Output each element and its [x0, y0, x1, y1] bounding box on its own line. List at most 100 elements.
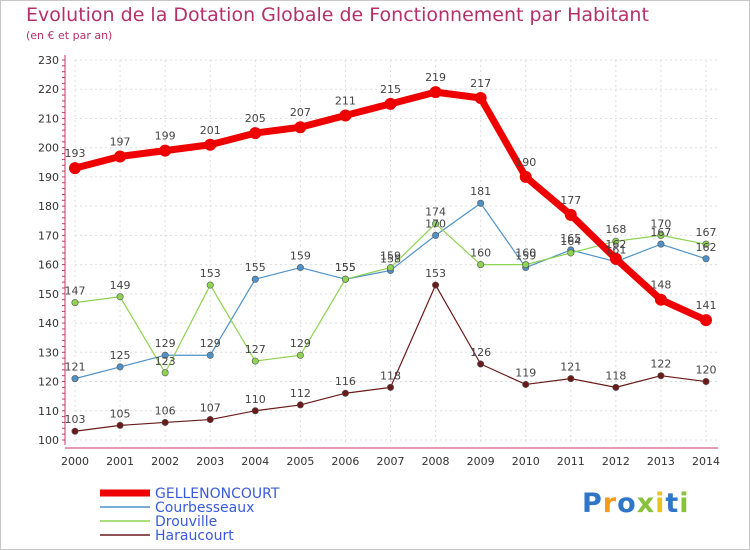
- data-label: 122: [650, 358, 671, 371]
- data-point: [161, 418, 169, 426]
- data-label: 170: [650, 217, 671, 230]
- data-point: [654, 293, 667, 306]
- y-tick-label: 180: [38, 200, 59, 213]
- data-label: 141: [696, 299, 717, 312]
- data-point: [522, 380, 530, 388]
- logo-letter: x: [636, 488, 656, 519]
- x-tick-label: 2005: [286, 455, 314, 468]
- data-point: [567, 249, 575, 257]
- data-label: 112: [290, 387, 311, 400]
- data-label: 106: [155, 404, 176, 417]
- data-label: 167: [650, 226, 671, 239]
- x-tick-label: 2001: [106, 455, 134, 468]
- y-tick-label: 130: [38, 346, 59, 359]
- data-point: [294, 121, 307, 134]
- data-label: 160: [515, 247, 536, 260]
- data-point: [702, 378, 710, 386]
- data-label: 123: [155, 355, 176, 368]
- x-tick-label: 2007: [377, 455, 405, 468]
- data-point: [296, 264, 304, 272]
- data-point: [477, 261, 485, 269]
- logo-letter: t: [665, 488, 680, 519]
- logo-letter: i: [679, 488, 690, 519]
- data-point: [296, 401, 304, 409]
- data-point: [116, 421, 124, 429]
- data-label: 161: [605, 244, 626, 257]
- x-tick-label: 2010: [512, 455, 540, 468]
- data-point: [341, 275, 349, 283]
- data-label: 199: [155, 130, 176, 143]
- data-point: [339, 109, 352, 122]
- data-label: 162: [696, 241, 717, 254]
- y-tick-label: 100: [38, 434, 59, 447]
- data-label: 120: [696, 364, 717, 377]
- data-label: 155: [335, 261, 356, 274]
- chart-title: Evolution de la Dotation Globale de Fonc…: [26, 4, 649, 26]
- data-label: 155: [335, 261, 356, 274]
- y-tick-label: 160: [38, 259, 59, 272]
- y-tick-label: 230: [38, 54, 59, 67]
- data-point: [116, 293, 124, 301]
- proxiti-logo: Proxiti: [582, 488, 690, 519]
- data-label: 219: [425, 71, 446, 84]
- logo-letter: r: [602, 488, 618, 519]
- x-tick-label: 2011: [557, 455, 585, 468]
- data-point: [71, 299, 79, 307]
- data-label: 129: [200, 337, 221, 350]
- data-label: 193: [65, 147, 86, 160]
- data-label: 129: [155, 337, 176, 350]
- data-point: [159, 144, 172, 157]
- y-tick-label: 190: [38, 171, 59, 184]
- data-label: 119: [515, 366, 536, 379]
- data-label: 159: [380, 250, 401, 263]
- data-point: [161, 351, 169, 359]
- y-tick-label: 170: [38, 229, 59, 242]
- series-group: [69, 86, 712, 435]
- data-point: [296, 351, 304, 359]
- data-label: 127: [245, 343, 266, 356]
- data-point: [71, 375, 79, 383]
- data-label: 174: [425, 206, 446, 219]
- data-label: 147: [65, 285, 86, 298]
- data-point: [432, 281, 440, 289]
- data-point: [702, 255, 710, 263]
- data-point: [432, 220, 440, 228]
- data-point: [204, 138, 217, 151]
- data-label: 159: [290, 250, 311, 263]
- x-tick-label: 2014: [692, 455, 720, 468]
- data-label: 116: [335, 375, 356, 388]
- data-point: [564, 208, 577, 221]
- data-label: 162: [605, 238, 626, 251]
- data-label: 217: [470, 77, 491, 90]
- data-label: 148: [650, 279, 671, 292]
- x-tick-label: 2009: [467, 455, 495, 468]
- data-point: [251, 275, 259, 283]
- y-tick-label: 210: [38, 112, 59, 125]
- tick-labels: 100 110 120 130 140 150 160 170 180 190 200 210 220 2…: [38, 54, 720, 468]
- logo-letter: o: [617, 488, 637, 519]
- data-point: [477, 360, 485, 368]
- legend-entry: Haraucourt: [155, 528, 234, 544]
- data-point: [116, 363, 124, 371]
- x-tick-label: 2000: [61, 455, 89, 468]
- data-label: 153: [425, 267, 446, 280]
- data-point: [612, 237, 620, 245]
- data-point: [429, 86, 442, 99]
- data-label: 155: [245, 261, 266, 274]
- data-point: [657, 231, 665, 239]
- data-point: [251, 357, 259, 365]
- data-label: 197: [110, 135, 131, 148]
- y-tick-label: 120: [38, 376, 59, 389]
- chart-subtitle: (en € et par an): [26, 29, 113, 42]
- legend-entry: GELLENONCOURT: [155, 486, 280, 502]
- data-label: 165: [560, 232, 581, 245]
- data-label: 153: [200, 267, 221, 280]
- data-point: [249, 127, 262, 140]
- legend-entry: Courbesseaux: [155, 500, 254, 516]
- data-label: 110: [245, 393, 266, 406]
- data-label: 125: [110, 349, 131, 362]
- data-point: [522, 261, 530, 269]
- data-label: 215: [380, 83, 401, 96]
